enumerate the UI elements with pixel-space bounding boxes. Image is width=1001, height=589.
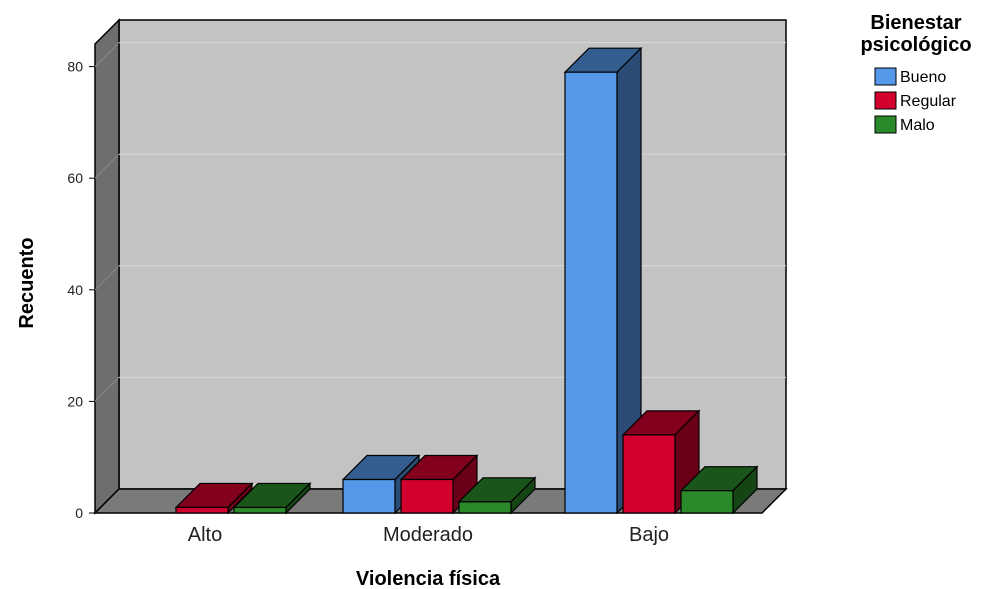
- y-tick-label: 40: [67, 282, 83, 298]
- legend-label: Bueno: [900, 69, 946, 86]
- bar-bueno-bajo: [563, 46, 643, 515]
- y-axis-title: Recuento: [16, 237, 38, 328]
- bar-regular-bajo: [621, 409, 701, 515]
- legend: Bienestar psicológico Bueno Regular Malo: [860, 12, 971, 134]
- legend-label: Regular: [900, 93, 957, 110]
- y-tick-label: 60: [67, 170, 83, 186]
- legend-title-line-1: Bienestar: [870, 12, 961, 34]
- legend-label: Malo: [900, 117, 935, 134]
- legend-swatch: [874, 115, 897, 134]
- y-tick-label: 80: [67, 59, 83, 75]
- bar-malo-moderado: [457, 476, 537, 515]
- x-axis-categories: Alto Moderado Bajo: [188, 524, 669, 546]
- legend-swatch: [874, 67, 897, 86]
- x-category-label: Alto: [188, 524, 222, 546]
- gridline-side: [94, 42, 120, 67]
- y-tick-label: 20: [67, 393, 83, 409]
- bars: [174, 46, 759, 515]
- gridlines: [94, 42, 786, 402]
- legend-title-line-2: psicológico: [860, 34, 971, 56]
- x-axis-title: Violencia física: [356, 568, 501, 589]
- legend-items: Bueno Regular Malo: [874, 67, 957, 134]
- bar-regular-alto: [174, 481, 254, 515]
- gridline-side: [94, 265, 120, 291]
- x-category-label: Moderado: [383, 524, 473, 546]
- plot-walls: [93, 18, 788, 515]
- y-tick-label: 0: [75, 505, 83, 521]
- bar-malo-bajo: [679, 465, 759, 515]
- gridline-side: [94, 153, 120, 179]
- y-axis-ticks: 0 20 40 60 80: [67, 59, 95, 521]
- bar-regular-moderado: [399, 454, 479, 515]
- x-category-label: Bajo: [629, 524, 669, 546]
- bar-malo-alto: [232, 481, 312, 515]
- legend-swatch: [874, 91, 897, 110]
- gridline-side: [94, 377, 120, 402]
- plot-side-wall: [94, 18, 120, 515]
